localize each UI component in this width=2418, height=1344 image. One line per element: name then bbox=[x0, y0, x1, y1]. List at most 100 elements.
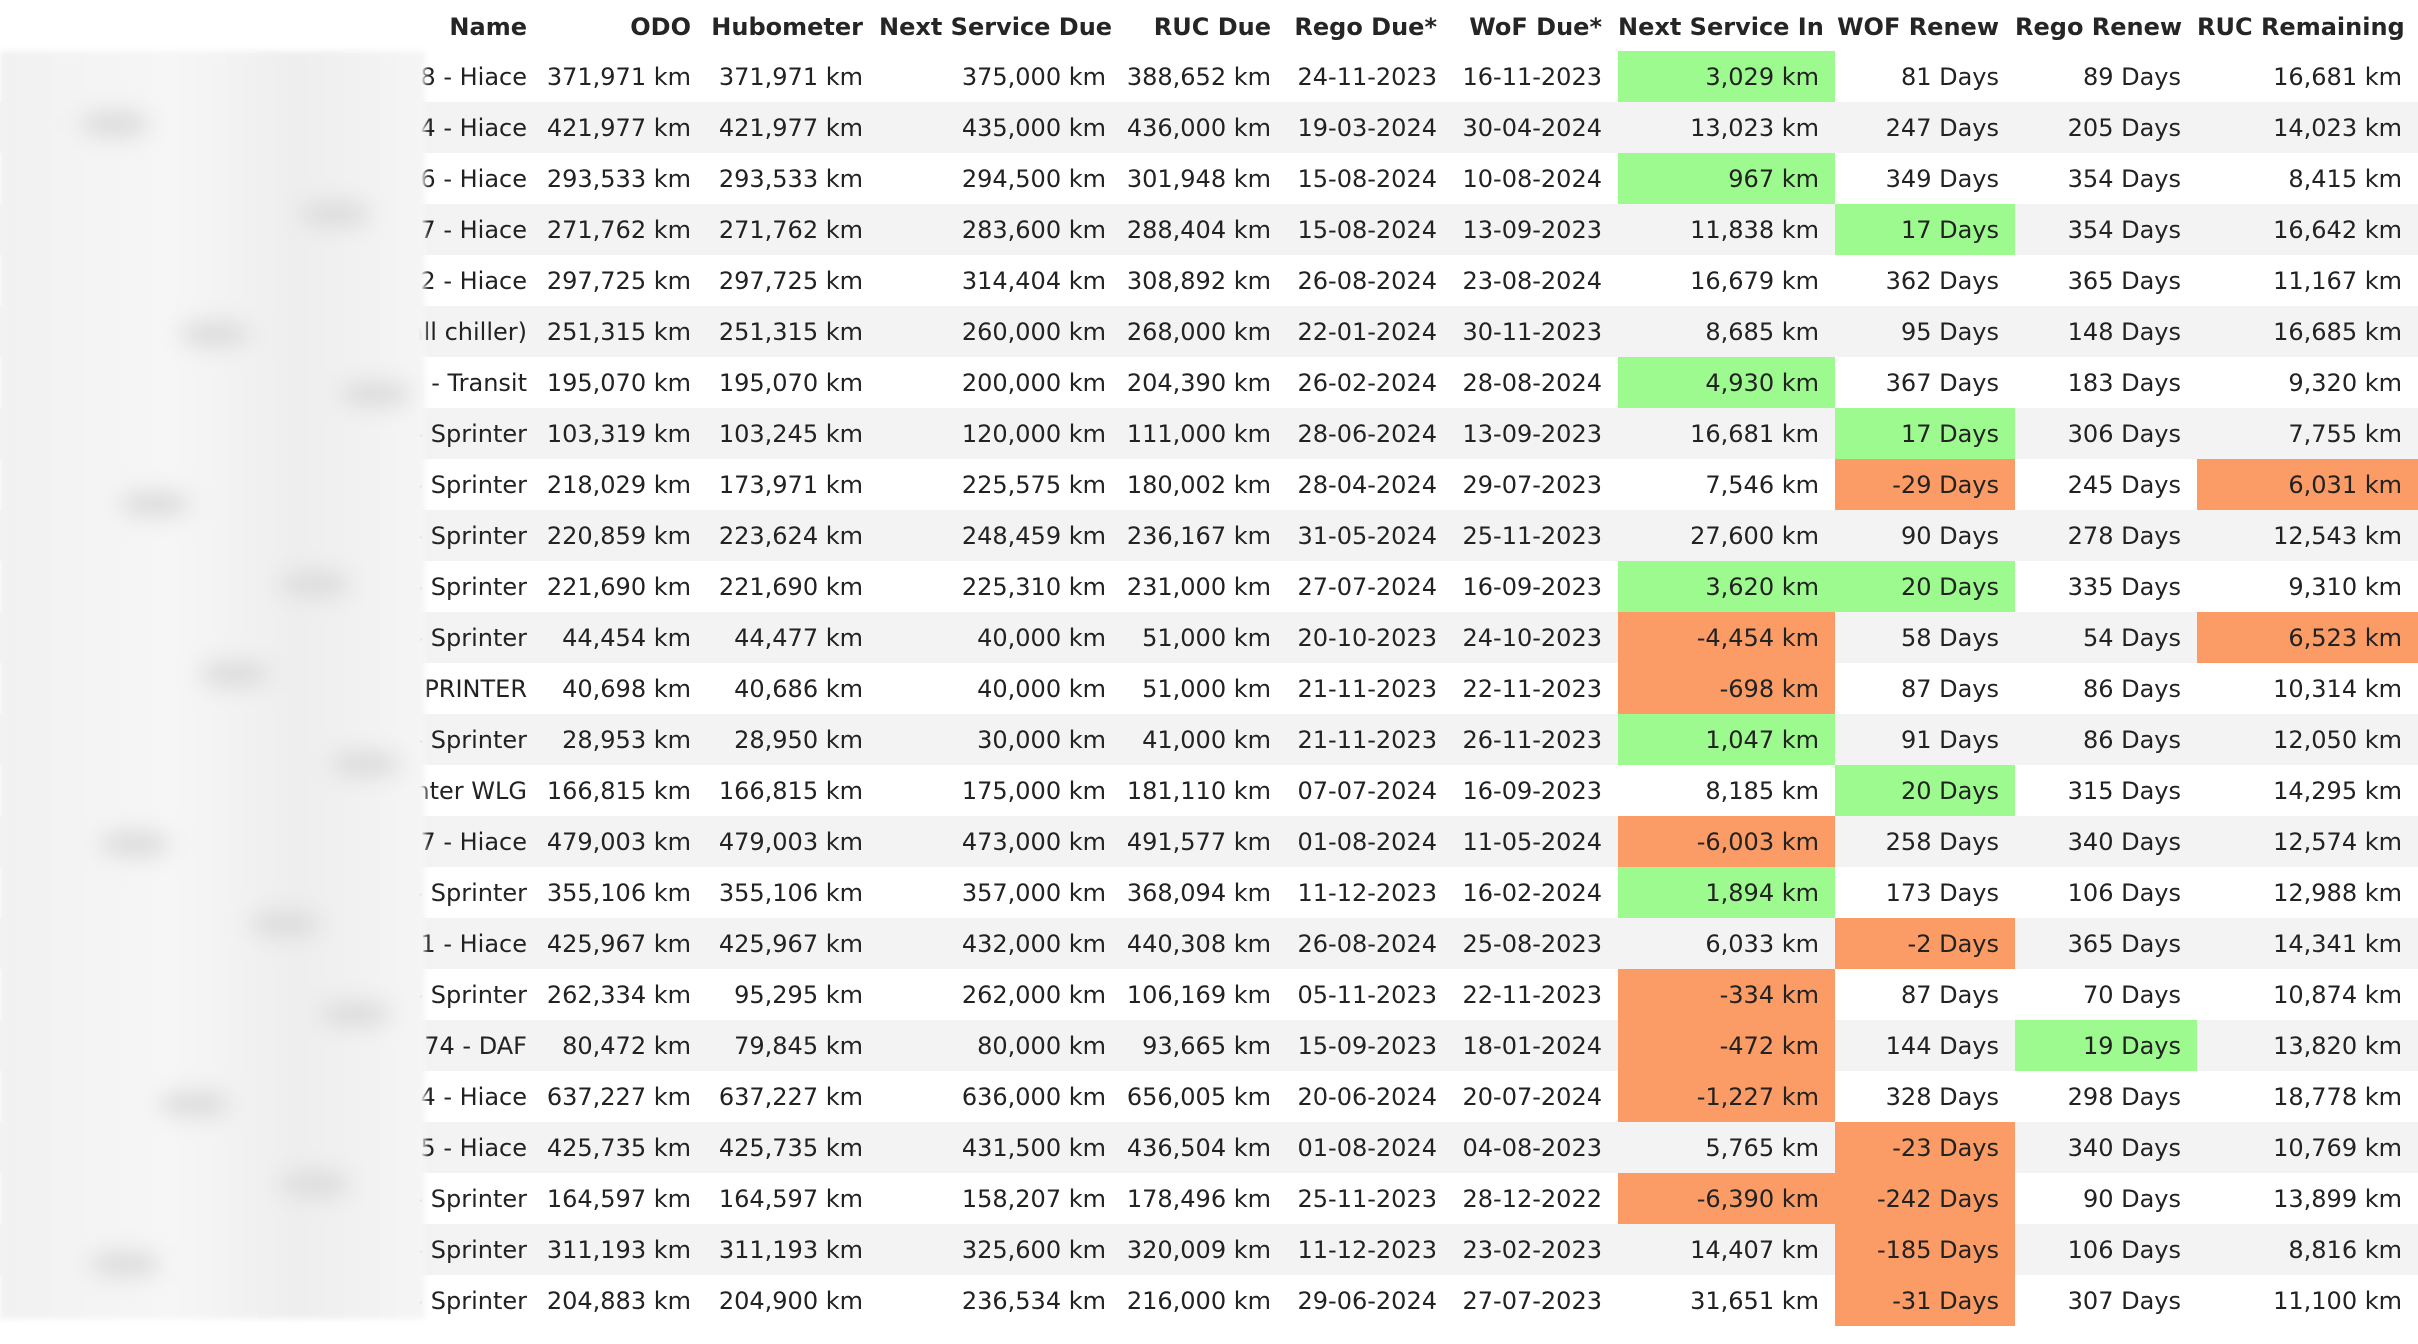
odo-cell: 28,953 km bbox=[562, 725, 691, 754]
next-service-due-cell: 158,207 km bbox=[961, 1184, 1106, 1213]
odo-cell: 371,971 km bbox=[546, 62, 691, 91]
odo-cell: 425,735 km bbox=[546, 1133, 691, 1162]
column-header-ruc-due[interactable]: RUC Due bbox=[1153, 12, 1271, 41]
hubometer-cell: 293,533 km bbox=[718, 164, 863, 193]
wof-renew-cell: 95 Days bbox=[1900, 317, 1999, 346]
ruc-remaining-cell: 12,574 km bbox=[2273, 827, 2402, 856]
wof-renew-cell: 87 Days bbox=[1900, 674, 1999, 703]
next-service-in-cell: 3,029 km bbox=[1618, 51, 1835, 102]
ruc-remaining-cell: 16,681 km bbox=[2273, 62, 2402, 91]
ruc-remaining-cell: 14,295 km bbox=[2273, 776, 2402, 805]
rego-renew-cell: 365 Days bbox=[2067, 266, 2181, 295]
ruc-due-cell: 368,094 km bbox=[1126, 878, 1271, 907]
next-service-in-cell: 8,185 km bbox=[1705, 776, 1819, 805]
next-service-due-cell: 120,000 km bbox=[961, 419, 1106, 448]
next-service-due-cell: 225,310 km bbox=[961, 572, 1106, 601]
wof-renew-cell: -2 Days bbox=[1835, 918, 2015, 969]
odo-cell: 425,967 km bbox=[546, 929, 691, 958]
table-row[interactable]: - Sprinter 103,319 km 103,245 km 120,000 km… bbox=[0, 408, 2418, 459]
vehicle-name-cell: PRINTER bbox=[424, 674, 527, 703]
hubometer-cell: 103,245 km bbox=[718, 419, 863, 448]
vehicle-name-cell: - Sprinter bbox=[414, 470, 527, 499]
vehicle-name-cell: - Sprinter bbox=[414, 521, 527, 550]
wof-due-cell: 16-09-2023 bbox=[1462, 572, 1602, 601]
column-header-rego-due[interactable]: Rego Due* bbox=[1294, 12, 1437, 41]
ruc-remaining-cell: 18,778 km bbox=[2273, 1082, 2402, 1111]
hubometer-cell: 173,971 km bbox=[718, 470, 863, 499]
column-header-next-service-due[interactable]: Next Service Due bbox=[879, 12, 1113, 41]
next-service-due-cell: 175,000 km bbox=[961, 776, 1106, 805]
wof-due-cell: 25-11-2023 bbox=[1462, 521, 1602, 550]
vehicle-name-cell: 5 - Hiace bbox=[420, 1133, 527, 1162]
blur-smudge bbox=[250, 911, 320, 937]
ruc-due-cell: 181,110 km bbox=[1126, 776, 1271, 805]
wof-due-cell: 23-08-2024 bbox=[1462, 266, 1602, 295]
rego-renew-cell: 354 Days bbox=[2067, 215, 2181, 244]
wof-renew-cell: 81 Days bbox=[1900, 62, 1999, 91]
ruc-remaining-cell: 13,899 km bbox=[2273, 1184, 2402, 1213]
rego-due-cell: 01-08-2024 bbox=[1297, 1133, 1437, 1162]
blur-smudge bbox=[280, 571, 350, 597]
next-service-due-cell: 314,404 km bbox=[961, 266, 1106, 295]
ruc-due-cell: 656,005 km bbox=[1126, 1082, 1271, 1111]
vehicle-name-cell: 1 - Hiace bbox=[420, 929, 527, 958]
next-service-in-cell: 4,930 km bbox=[1618, 357, 1835, 408]
rego-due-cell: 27-07-2024 bbox=[1297, 572, 1437, 601]
next-service-in-cell: -1,227 km bbox=[1618, 1071, 1835, 1122]
column-header-ruc-remaining[interactable]: RUC Remaining bbox=[2197, 12, 2405, 41]
ruc-due-cell: 388,652 km bbox=[1126, 62, 1271, 91]
next-service-due-cell: 80,000 km bbox=[977, 1031, 1106, 1060]
blur-smudge bbox=[300, 201, 370, 227]
odo-cell: 637,227 km bbox=[546, 1082, 691, 1111]
column-header-next-service-in[interactable]: Next Service In bbox=[1618, 12, 1824, 41]
next-service-in-cell: 13,023 km bbox=[1690, 113, 1819, 142]
ruc-due-cell: 301,948 km bbox=[1126, 164, 1271, 193]
column-header-name[interactable]: Name bbox=[449, 12, 527, 41]
ruc-due-cell: 440,308 km bbox=[1126, 929, 1271, 958]
rego-due-cell: 07-07-2024 bbox=[1297, 776, 1437, 805]
odo-cell: 293,533 km bbox=[546, 164, 691, 193]
column-header-wof-due[interactable]: WoF Due* bbox=[1469, 12, 1602, 41]
ruc-due-cell: 204,390 km bbox=[1126, 368, 1271, 397]
rego-due-cell: 28-04-2024 bbox=[1297, 470, 1437, 499]
next-service-due-cell: 262,000 km bbox=[961, 980, 1106, 1009]
next-service-due-cell: 40,000 km bbox=[977, 623, 1106, 652]
rego-renew-cell: 54 Days bbox=[2082, 623, 2181, 652]
rego-renew-cell: 19 Days bbox=[2015, 1020, 2197, 1071]
hubometer-cell: 297,725 km bbox=[718, 266, 863, 295]
rego-renew-cell: 148 Days bbox=[2067, 317, 2181, 346]
blur-smudge bbox=[340, 381, 410, 407]
ruc-remaining-cell: 10,314 km bbox=[2273, 674, 2402, 703]
next-service-in-cell: 27,600 km bbox=[1690, 521, 1819, 550]
blur-smudge bbox=[160, 1091, 230, 1117]
column-header-odo[interactable]: ODO bbox=[630, 12, 691, 41]
blur-smudge bbox=[180, 321, 250, 347]
hubometer-cell: 371,971 km bbox=[718, 62, 863, 91]
odo-cell: 271,762 km bbox=[546, 215, 691, 244]
vehicle-name-cell: - Sprinter bbox=[414, 1184, 527, 1213]
wof-renew-cell: 173 Days bbox=[1885, 878, 1999, 907]
column-header-wof-renew[interactable]: WOF Renew bbox=[1837, 12, 1999, 41]
rego-renew-cell: 70 Days bbox=[2082, 980, 2181, 1009]
rego-renew-cell: 86 Days bbox=[2082, 725, 2181, 754]
ruc-remaining-cell: 14,023 km bbox=[2273, 113, 2402, 142]
rego-due-cell: 15-09-2023 bbox=[1297, 1031, 1437, 1060]
next-service-in-cell: 7,546 km bbox=[1705, 470, 1819, 499]
hubometer-cell: 221,690 km bbox=[718, 572, 863, 601]
vehicle-name-cell: 4 - Hiace bbox=[420, 1082, 527, 1111]
wof-due-cell: 13-09-2023 bbox=[1462, 215, 1602, 244]
wof-renew-cell: 90 Days bbox=[1900, 521, 1999, 550]
column-header-hubometer[interactable]: Hubometer bbox=[711, 12, 863, 41]
vehicle-name-cell: - Sprinter bbox=[414, 419, 527, 448]
rego-due-cell: 24-11-2023 bbox=[1297, 62, 1437, 91]
hubometer-cell: 271,762 km bbox=[718, 215, 863, 244]
next-service-due-cell: 225,575 km bbox=[961, 470, 1106, 499]
odo-cell: 40,698 km bbox=[562, 674, 691, 703]
blur-smudge bbox=[320, 1001, 390, 1027]
rego-due-cell: 21-11-2023 bbox=[1297, 725, 1437, 754]
vehicle-name-cell: - Transit bbox=[431, 368, 527, 397]
ruc-remaining-cell: 6,031 km bbox=[2197, 459, 2418, 510]
vehicle-name-cell: - Sprinter bbox=[414, 1286, 527, 1315]
column-header-rego-renew[interactable]: Rego Renew bbox=[2015, 12, 2183, 41]
